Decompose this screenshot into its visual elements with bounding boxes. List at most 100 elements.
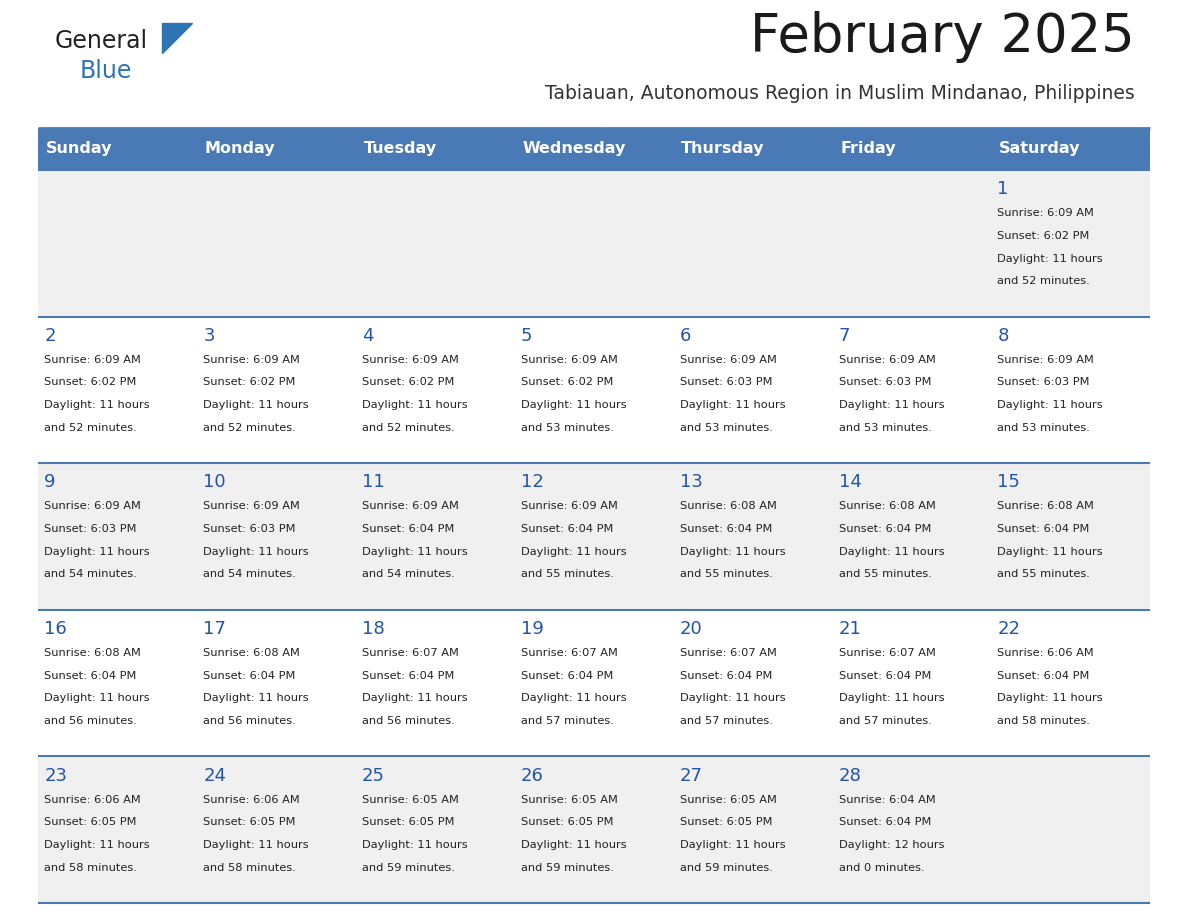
Text: Sunset: 6:02 PM: Sunset: 6:02 PM xyxy=(44,377,137,387)
Text: Daylight: 11 hours: Daylight: 11 hours xyxy=(520,693,626,703)
Text: and 57 minutes.: and 57 minutes. xyxy=(680,716,772,726)
Text: and 54 minutes.: and 54 minutes. xyxy=(44,569,137,579)
Text: Daylight: 11 hours: Daylight: 11 hours xyxy=(680,547,785,556)
Text: Daylight: 11 hours: Daylight: 11 hours xyxy=(680,840,785,850)
Text: and 55 minutes.: and 55 minutes. xyxy=(520,569,614,579)
Text: and 58 minutes.: and 58 minutes. xyxy=(44,863,138,873)
Text: 12: 12 xyxy=(520,474,544,491)
Bar xyxy=(355,128,514,170)
Text: Tabiauan, Autonomous Region in Muslim Mindanao, Philippines: Tabiauan, Autonomous Region in Muslim Mi… xyxy=(545,84,1135,103)
Text: Sunset: 6:03 PM: Sunset: 6:03 PM xyxy=(680,377,772,387)
Text: 19: 19 xyxy=(520,620,544,638)
Text: Daylight: 11 hours: Daylight: 11 hours xyxy=(520,400,626,410)
Bar xyxy=(38,610,1150,756)
Text: Daylight: 11 hours: Daylight: 11 hours xyxy=(680,693,785,703)
Text: Sunset: 6:04 PM: Sunset: 6:04 PM xyxy=(44,671,137,680)
Text: and 55 minutes.: and 55 minutes. xyxy=(839,569,931,579)
Text: Sunset: 6:05 PM: Sunset: 6:05 PM xyxy=(680,817,772,827)
Text: 4: 4 xyxy=(362,327,373,345)
Text: 15: 15 xyxy=(998,474,1020,491)
Bar xyxy=(38,464,1150,610)
Text: and 59 minutes.: and 59 minutes. xyxy=(362,863,455,873)
Text: Daylight: 11 hours: Daylight: 11 hours xyxy=(680,400,785,410)
Text: Daylight: 11 hours: Daylight: 11 hours xyxy=(203,400,309,410)
Text: Daylight: 11 hours: Daylight: 11 hours xyxy=(203,840,309,850)
Bar xyxy=(38,128,197,170)
Text: Sunset: 6:04 PM: Sunset: 6:04 PM xyxy=(839,817,931,827)
Text: Sunset: 6:03 PM: Sunset: 6:03 PM xyxy=(203,524,296,534)
Text: Sunset: 6:05 PM: Sunset: 6:05 PM xyxy=(362,817,455,827)
Text: 3: 3 xyxy=(203,327,215,345)
Text: Sunset: 6:04 PM: Sunset: 6:04 PM xyxy=(680,524,772,534)
Text: Daylight: 11 hours: Daylight: 11 hours xyxy=(998,253,1104,263)
Bar xyxy=(514,128,674,170)
Text: 13: 13 xyxy=(680,474,702,491)
Bar xyxy=(38,317,1150,464)
Text: Sunset: 6:04 PM: Sunset: 6:04 PM xyxy=(520,524,613,534)
Text: Sunset: 6:02 PM: Sunset: 6:02 PM xyxy=(203,377,296,387)
Text: 21: 21 xyxy=(839,620,861,638)
Text: and 56 minutes.: and 56 minutes. xyxy=(44,716,137,726)
Text: 23: 23 xyxy=(44,767,68,785)
Text: 17: 17 xyxy=(203,620,226,638)
Text: Sunset: 6:04 PM: Sunset: 6:04 PM xyxy=(520,671,613,680)
Polygon shape xyxy=(162,23,192,53)
Text: and 57 minutes.: and 57 minutes. xyxy=(520,716,614,726)
Text: 9: 9 xyxy=(44,474,56,491)
Text: and 53 minutes.: and 53 minutes. xyxy=(998,423,1091,433)
Text: Sunset: 6:02 PM: Sunset: 6:02 PM xyxy=(362,377,455,387)
Text: and 56 minutes.: and 56 minutes. xyxy=(362,716,455,726)
Text: Daylight: 11 hours: Daylight: 11 hours xyxy=(362,547,468,556)
Text: Daylight: 12 hours: Daylight: 12 hours xyxy=(839,840,944,850)
Text: Sunset: 6:04 PM: Sunset: 6:04 PM xyxy=(203,671,296,680)
Text: 26: 26 xyxy=(520,767,544,785)
Text: Daylight: 11 hours: Daylight: 11 hours xyxy=(44,693,150,703)
Text: Sunset: 6:04 PM: Sunset: 6:04 PM xyxy=(839,671,931,680)
Text: Sunrise: 6:09 AM: Sunrise: 6:09 AM xyxy=(998,208,1094,218)
Text: Daylight: 11 hours: Daylight: 11 hours xyxy=(203,693,309,703)
Text: Sunrise: 6:08 AM: Sunrise: 6:08 AM xyxy=(203,648,301,658)
Text: Sunrise: 6:07 AM: Sunrise: 6:07 AM xyxy=(839,648,935,658)
Text: Daylight: 11 hours: Daylight: 11 hours xyxy=(520,840,626,850)
Text: Sunrise: 6:04 AM: Sunrise: 6:04 AM xyxy=(839,794,935,804)
Text: Sunrise: 6:09 AM: Sunrise: 6:09 AM xyxy=(998,354,1094,364)
Text: Sunrise: 6:09 AM: Sunrise: 6:09 AM xyxy=(44,501,141,511)
Text: 28: 28 xyxy=(839,767,861,785)
Text: Sunrise: 6:06 AM: Sunrise: 6:06 AM xyxy=(998,648,1094,658)
Text: Daylight: 11 hours: Daylight: 11 hours xyxy=(839,693,944,703)
Text: Sunrise: 6:09 AM: Sunrise: 6:09 AM xyxy=(203,501,301,511)
Text: Daylight: 11 hours: Daylight: 11 hours xyxy=(44,840,150,850)
Text: Sunset: 6:04 PM: Sunset: 6:04 PM xyxy=(680,671,772,680)
Text: Sunset: 6:03 PM: Sunset: 6:03 PM xyxy=(839,377,931,387)
Text: and 53 minutes.: and 53 minutes. xyxy=(839,423,931,433)
Text: Daylight: 11 hours: Daylight: 11 hours xyxy=(362,400,468,410)
Text: 14: 14 xyxy=(839,474,861,491)
Text: Sunset: 6:05 PM: Sunset: 6:05 PM xyxy=(44,817,137,827)
Text: Daylight: 11 hours: Daylight: 11 hours xyxy=(839,400,944,410)
Text: Monday: Monday xyxy=(204,141,276,156)
Text: Daylight: 11 hours: Daylight: 11 hours xyxy=(203,547,309,556)
Text: Sunset: 6:04 PM: Sunset: 6:04 PM xyxy=(998,671,1089,680)
Text: 10: 10 xyxy=(203,474,226,491)
Text: Sunrise: 6:09 AM: Sunrise: 6:09 AM xyxy=(520,354,618,364)
Text: Sunrise: 6:08 AM: Sunrise: 6:08 AM xyxy=(44,648,141,658)
Text: and 52 minutes.: and 52 minutes. xyxy=(203,423,296,433)
Bar xyxy=(674,128,833,170)
Text: and 56 minutes.: and 56 minutes. xyxy=(203,716,296,726)
Text: Sunset: 6:04 PM: Sunset: 6:04 PM xyxy=(362,671,455,680)
Text: Wednesday: Wednesday xyxy=(523,141,626,156)
Text: 20: 20 xyxy=(680,620,702,638)
Text: Thursday: Thursday xyxy=(682,141,765,156)
Text: and 54 minutes.: and 54 minutes. xyxy=(362,569,455,579)
Text: Sunrise: 6:08 AM: Sunrise: 6:08 AM xyxy=(998,501,1094,511)
Text: Daylight: 11 hours: Daylight: 11 hours xyxy=(362,840,468,850)
Text: and 53 minutes.: and 53 minutes. xyxy=(520,423,614,433)
Text: and 58 minutes.: and 58 minutes. xyxy=(998,716,1091,726)
Text: 6: 6 xyxy=(680,327,691,345)
Bar xyxy=(833,128,991,170)
Text: Sunrise: 6:09 AM: Sunrise: 6:09 AM xyxy=(680,354,777,364)
Text: Saturday: Saturday xyxy=(999,141,1081,156)
Text: 5: 5 xyxy=(520,327,532,345)
Text: 1: 1 xyxy=(998,180,1009,198)
Text: Sunset: 6:03 PM: Sunset: 6:03 PM xyxy=(998,377,1091,387)
